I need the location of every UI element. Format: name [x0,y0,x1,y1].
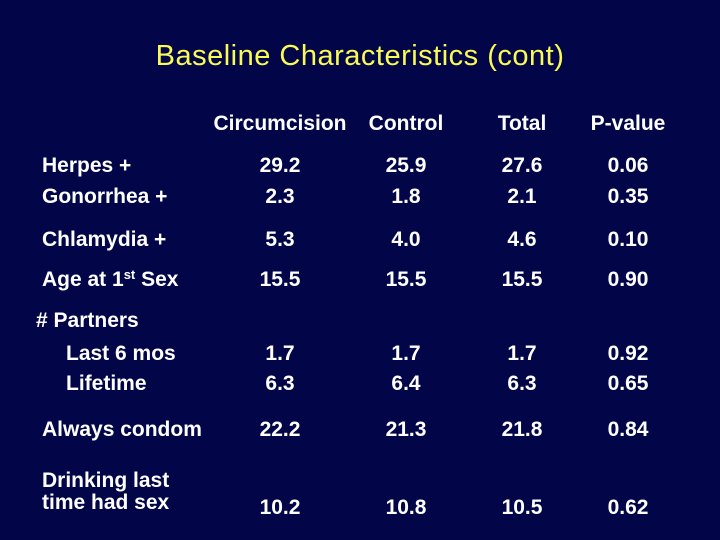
table-row-drinking: Drinking last time had sex 10.2 10.8 10.… [0,470,676,520]
cell-value: 0.35 [607,185,649,208]
cell-value: 21.8 [501,418,543,441]
column-header-total: Total [497,112,547,135]
cell-value: 10.8 [385,496,427,519]
cell-value: 4.6 [507,228,537,251]
table-row-lifetime: Lifetime 6.3 6.4 6.3 0.65 [0,372,676,396]
cell-value: 6.3 [507,372,537,395]
table-row-chlamydia: Chlamydia + 5.3 4.0 4.6 0.10 [0,228,676,252]
column-header-circumcision: Circumcision [213,112,347,135]
row-label: Drinking last time had sex [0,470,212,514]
table-row-always-condom: Always condom 22.2 21.3 21.8 0.84 [0,418,676,442]
cell-value: 1.8 [391,185,421,208]
row-label: Herpes + [42,154,132,177]
cell-value: 0.10 [607,228,649,251]
page-title: Baseline Characteristics (cont) [155,40,565,72]
cell-value: 0.84 [607,418,649,441]
column-header-control: Control [368,112,444,135]
cell-value: 29.2 [259,154,301,177]
cell-value: 0.62 [607,496,649,519]
cell-value: 1.7 [391,342,421,365]
row-label: Chlamydia + [42,228,167,251]
row-label: Lifetime [66,372,147,395]
header-spacer [0,112,212,136]
table-header-row: Circumcision Control Total P-value [0,112,676,136]
table-row-gonorrhea: Gonorrhea + 2.3 1.8 2.1 0.35 [0,185,676,209]
cell-empty [464,309,580,333]
row-label: Age at 1st Sex [0,268,212,292]
cell-value: 6.4 [391,372,421,395]
label-line-1: Drinking last [42,469,170,492]
row-label: Always condom [42,418,202,441]
cell-value: 1.7 [265,342,295,365]
column-header-pvalue: P-value [590,112,666,135]
cell-value: 10.2 [259,496,301,519]
label-line-2: time had sex [42,491,170,514]
table-row-last-6-mos: Last 6 mos 1.7 1.7 1.7 0.92 [0,342,676,366]
cell-empty [580,309,676,333]
cell-empty [348,309,464,333]
cell-value: 6.3 [265,372,295,395]
row-label: # Partners [36,309,139,332]
cell-value: 10.5 [501,496,543,519]
cell-empty [212,309,348,333]
cell-value: 2.3 [265,185,295,208]
label-text: Sex [135,268,179,291]
table-row-herpes: Herpes + 29.2 25.9 27.6 0.06 [0,154,676,178]
table-row-age-first-sex: Age at 1st Sex 15.5 15.5 15.5 0.90 [0,268,676,292]
cell-value: 4.0 [391,228,421,251]
cell-value: 1.7 [507,342,537,365]
cell-value: 15.5 [259,268,301,291]
cell-value: 0.65 [607,372,649,395]
cell-value: 2.1 [507,185,537,208]
cell-value: 0.92 [607,342,649,365]
superscript: st [123,267,136,282]
cell-value: 25.9 [385,154,427,177]
cell-value: 0.06 [607,154,649,177]
table-row-partners-section: # Partners [0,309,676,333]
cell-value: 22.2 [259,418,301,441]
label-text: Age at 1 [42,268,124,291]
cell-value: 15.5 [501,268,543,291]
row-label: Gonorrhea + [42,185,168,208]
cell-value: 0.90 [607,268,649,291]
row-label: Last 6 mos [66,342,176,365]
cell-value: 21.3 [385,418,427,441]
cell-value: 27.6 [501,154,543,177]
cell-value: 15.5 [385,268,427,291]
cell-value: 5.3 [265,228,295,251]
